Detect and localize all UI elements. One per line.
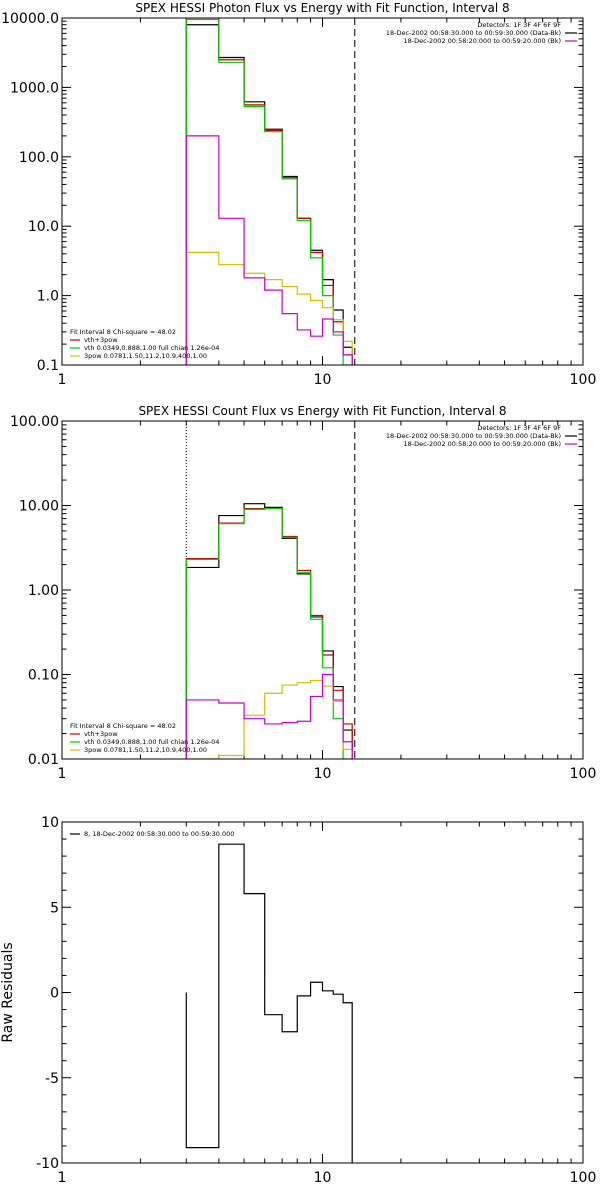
chart2-ytick-label: -5 xyxy=(45,1071,59,1087)
chart0-ytick-label: 1.0 xyxy=(37,289,59,305)
chart1-legend-bottom-item: vth+3pow xyxy=(84,730,118,738)
chart1-ticks xyxy=(61,421,583,760)
chart1-ytick-label: 100.00 xyxy=(10,414,59,430)
chart0-legend-bottom-item: Fit Interval 8 Chi-square = 48.02 xyxy=(70,328,176,336)
chart0-ytick-label: 1000.0 xyxy=(10,80,59,96)
chart1-xtick-label: 10 xyxy=(314,766,332,782)
chart0-legend-bottom-item: vth 0.0349,0.888,1.00 full chian 1.26e-0… xyxy=(84,344,219,352)
chart1-ytick-label: 0.10 xyxy=(28,668,59,684)
chart1-series-vth-3pow xyxy=(185,507,353,759)
chart0-ytick-label: 100.0 xyxy=(19,150,59,166)
photon-flux-chart: SPEX HESSI Photon Flux vs Energy with Fi… xyxy=(1,1,597,388)
chart0-legend-top-item: Detectors: 1F 3F 4F 6F 9F xyxy=(477,21,561,29)
chart1-ytick-label: 0.01 xyxy=(28,752,59,768)
chart1-series-bk xyxy=(185,673,353,759)
chart2-ytick-label: 5 xyxy=(50,900,59,916)
chart1-legend-top-item: 18-Dec-2002 00:58:20.000 to 00:59:20.000… xyxy=(404,440,562,448)
chart0-xtick-label: 1 xyxy=(58,372,67,388)
chart0-ticks xyxy=(61,18,583,366)
chart1-ytick-label: 1.00 xyxy=(28,583,59,599)
chart1-frame xyxy=(61,420,584,760)
chart1-series-data-bk xyxy=(185,503,353,759)
chart1-legend-bottom-item: vth 0.0349,0.888,1.00 full chian 1.26e-0… xyxy=(84,738,219,746)
chart2-ytick-label: 0 xyxy=(50,986,59,1002)
chart0-series-vth-3pow xyxy=(185,18,353,365)
chart0-series-bk xyxy=(185,135,353,365)
chart2-xtick-label: 1 xyxy=(58,1170,67,1186)
chart1-title: SPEX HESSI Count Flux vs Energy with Fit… xyxy=(138,404,506,418)
chart2-series-0 xyxy=(185,843,353,1163)
chart0-ytick-label: 0.1 xyxy=(37,358,59,374)
chart0-series-data-bk xyxy=(185,24,353,365)
chart2-xtick-label: 10 xyxy=(314,1170,332,1186)
count-flux-chart: SPEX HESSI Count Flux vs Energy with Fit… xyxy=(10,404,597,782)
chart0-series-3pow xyxy=(185,251,353,365)
chart0-frame xyxy=(61,17,584,366)
chart2-xtick-label: 100 xyxy=(570,1170,597,1186)
chart0-legend-bottom-item: 3pow 0.0781,1.50,11.2,10.9,400,1.00 xyxy=(84,352,207,360)
chart2-ytick-label: -10 xyxy=(36,1156,59,1172)
chart2-frame xyxy=(61,821,584,1164)
chart1-legend-top-item: 18-Dec-2002 00:58:30.000 to 00:59:30.000… xyxy=(386,432,561,440)
chart2-ylabel: Raw Residuals xyxy=(0,942,16,1042)
raw-residuals-chart: Raw Residuals -10 -5 0 5 10 1 10 100 8, 18-Dec-20… xyxy=(0,815,597,1186)
chart0-series-vth xyxy=(185,18,353,365)
chart0-title: SPEX HESSI Photon Flux vs Energy with Fi… xyxy=(135,1,509,15)
chart0-ytick-label: 10000.0 xyxy=(1,11,59,27)
chart1-ytick-label: 10.00 xyxy=(19,499,59,515)
chart1-legend-bottom-item: 3pow 0.0781,1.50,11.2,10.9,400,1.00 xyxy=(84,746,207,754)
chart1-legend-top-item: Detectors: 1F 3F 4F 6F 9F xyxy=(477,424,561,432)
chart2-ticks xyxy=(61,821,583,1164)
chart1-legend-bottom-item: Fit Interval 8 Chi-square = 48.02 xyxy=(70,722,176,730)
chart0-legend-bottom-item: vth+3pow xyxy=(84,336,118,344)
chart0-xtick-label: 100 xyxy=(570,372,597,388)
chart0-legend-top-item: 18-Dec-2002 00:58:20.000 to 00:59:20.000… xyxy=(404,37,562,45)
chart1-xtick-label: 1 xyxy=(58,766,67,782)
chart0-xtick-label: 10 xyxy=(314,372,332,388)
chart2-ytick-label: 10 xyxy=(41,815,59,831)
chart1-xtick-label: 100 xyxy=(570,766,597,782)
chart0-legend-top-item: 18-Dec-2002 00:58:30.000 to 00:59:30.000… xyxy=(386,29,561,37)
chart1-series-vth xyxy=(185,507,353,759)
chart1-series-3pow xyxy=(186,679,353,759)
chart2-legend-top-item: 8, 18-Dec-2002 00:58:30.000 to 00:59:30.… xyxy=(84,830,234,838)
chart0-ytick-label: 10.0 xyxy=(28,219,59,235)
